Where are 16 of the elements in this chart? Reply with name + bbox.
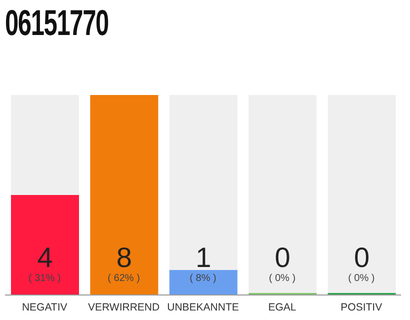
- annotation: ( 0% ): [268, 273, 296, 284]
- annotation: ( 0% ): [348, 273, 375, 284]
- annotation: ( 62% ): [108, 273, 140, 284]
- x-tick-label: VERWIRREND: [88, 301, 160, 314]
- data-label: 1: [196, 242, 212, 273]
- annotation: ( 31% ): [28, 273, 61, 284]
- x-tick-label: EGAL: [268, 301, 296, 314]
- x-tick-label: POSITIV: [340, 301, 382, 314]
- chart-title: 06151770: [5, 2, 108, 44]
- data-label: 8: [116, 242, 132, 273]
- annotation: ( 8% ): [190, 273, 216, 284]
- data-label: 0: [274, 242, 290, 273]
- x-tick-label: UNBEKANNTE: [167, 301, 239, 314]
- x-tick-label: NEGATIV: [22, 301, 68, 314]
- data-label: 0: [354, 242, 370, 273]
- data-label: 4: [37, 242, 53, 273]
